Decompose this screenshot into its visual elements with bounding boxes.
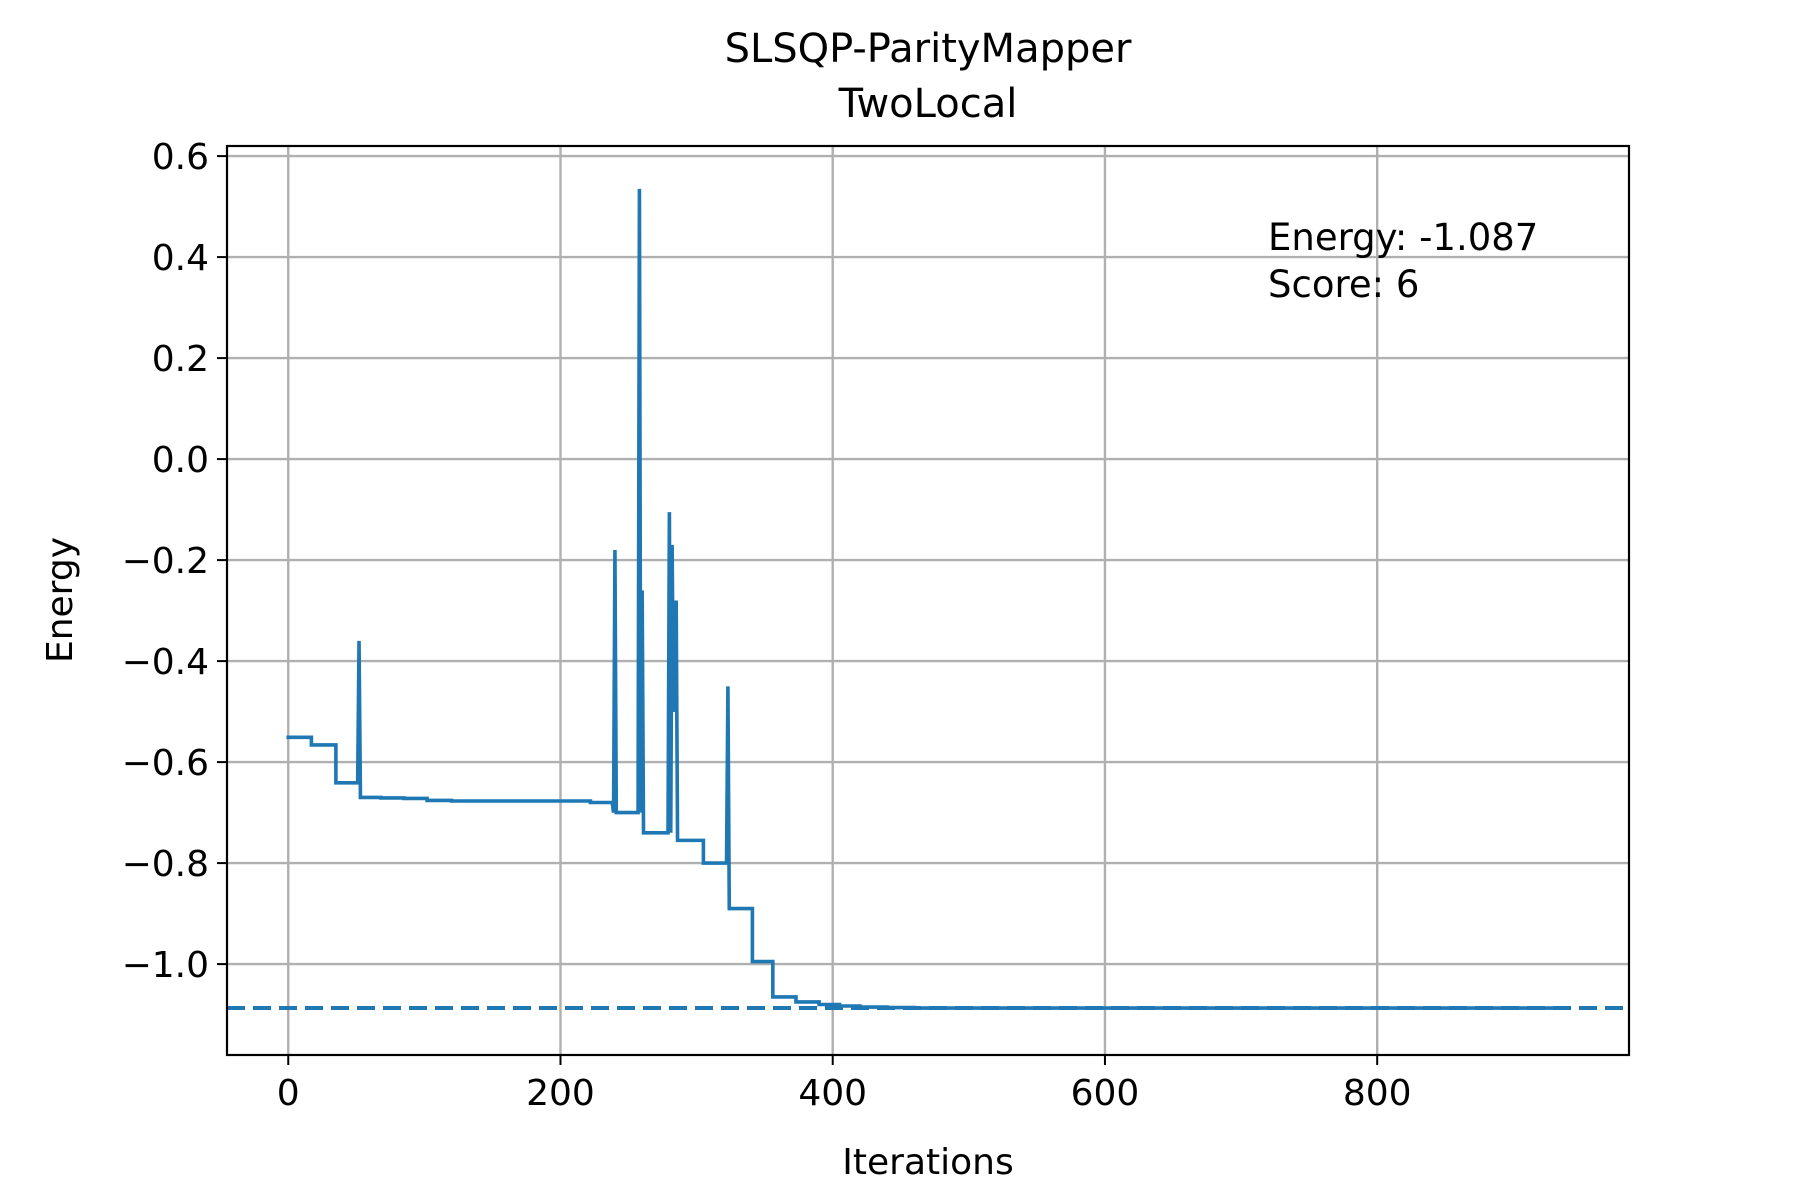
y-tick-label: 0.0 <box>152 440 209 481</box>
annotation-energy: Energy: -1.087 <box>1268 216 1538 259</box>
chart-subtitle: TwoLocal <box>838 81 1018 127</box>
x-axis-label: Iterations <box>842 1142 1013 1183</box>
x-axis-ticks: 0 200 400 600 800 <box>277 1055 1412 1114</box>
y-axis-label: Energy <box>40 537 81 663</box>
x-tick-label: 800 <box>1343 1073 1412 1114</box>
y-tick-label: −0.8 <box>122 844 209 885</box>
x-tick-label: 0 <box>277 1073 300 1114</box>
x-tick-label: 600 <box>1071 1073 1140 1114</box>
series-group <box>286 188 1570 1010</box>
annotation-score: Score: 6 <box>1268 263 1419 306</box>
y-tick-label: −1.0 <box>122 945 209 986</box>
series-line <box>286 188 1570 1010</box>
y-tick-label: 0.4 <box>152 238 209 279</box>
y-tick-label: −0.4 <box>122 642 209 683</box>
y-tick-label: 0.6 <box>152 137 209 178</box>
y-tick-label: −0.2 <box>122 541 209 582</box>
chart-title: SLSQP-ParityMapper <box>725 26 1132 72</box>
y-axis-ticks: 0.6 0.4 0.2 0.0 −0.2 −0.4 −0.6 −0.8 −1.0 <box>122 137 227 986</box>
x-tick-label: 400 <box>798 1073 867 1114</box>
grid-lines <box>227 146 1629 1055</box>
plot-area-frame <box>225 144 1631 1057</box>
x-tick-label: 200 <box>526 1073 595 1114</box>
y-tick-label: −0.6 <box>122 743 209 784</box>
y-tick-label: 0.2 <box>152 339 209 380</box>
